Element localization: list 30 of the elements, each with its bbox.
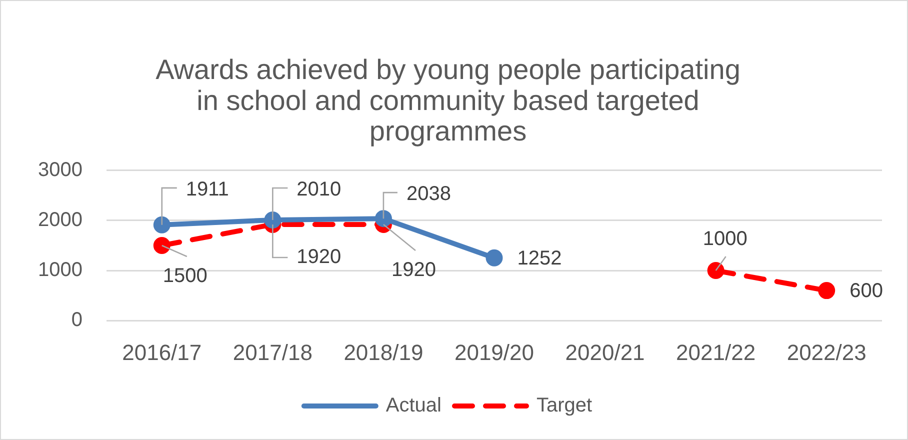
- data-label: 1920: [296, 246, 342, 268]
- data-label: 1000: [702, 228, 748, 250]
- y-tick-label: 3000: [38, 158, 82, 181]
- x-tick-label: 2018/19: [344, 340, 424, 365]
- x-tick-label: 2019/20: [454, 340, 534, 365]
- data-label: 2010: [296, 178, 342, 200]
- data-label: 600: [850, 280, 883, 302]
- point: [486, 249, 503, 266]
- legend-label: Actual: [386, 394, 442, 417]
- y-tick-label: 1000: [38, 259, 82, 282]
- x-tick-label: 2020/21: [565, 340, 645, 365]
- y-tick-label: 2000: [38, 208, 82, 231]
- point: [264, 211, 282, 228]
- point: [374, 210, 392, 228]
- y-tick-label: 0: [71, 309, 82, 332]
- legend-label: Target: [536, 394, 593, 417]
- data-label: 2038: [406, 183, 451, 206]
- point: [707, 262, 724, 280]
- data-label: 1911: [186, 178, 229, 200]
- data-label: 1252: [517, 247, 562, 270]
- point: [153, 237, 170, 254]
- point: [153, 216, 170, 234]
- chart-title: Awards achieved by young people participating in school and community based targeted programmes: [156, 54, 740, 147]
- data-label: 1500: [162, 265, 208, 288]
- x-tick-label: 2016/17: [122, 340, 202, 365]
- x-tick-label: 2017/18: [232, 340, 312, 365]
- x-tick-label: 2022/23: [786, 340, 866, 365]
- data-label: 1920: [391, 258, 436, 281]
- point: [818, 282, 836, 300]
- x-tick-label: 2021/22: [676, 340, 756, 365]
